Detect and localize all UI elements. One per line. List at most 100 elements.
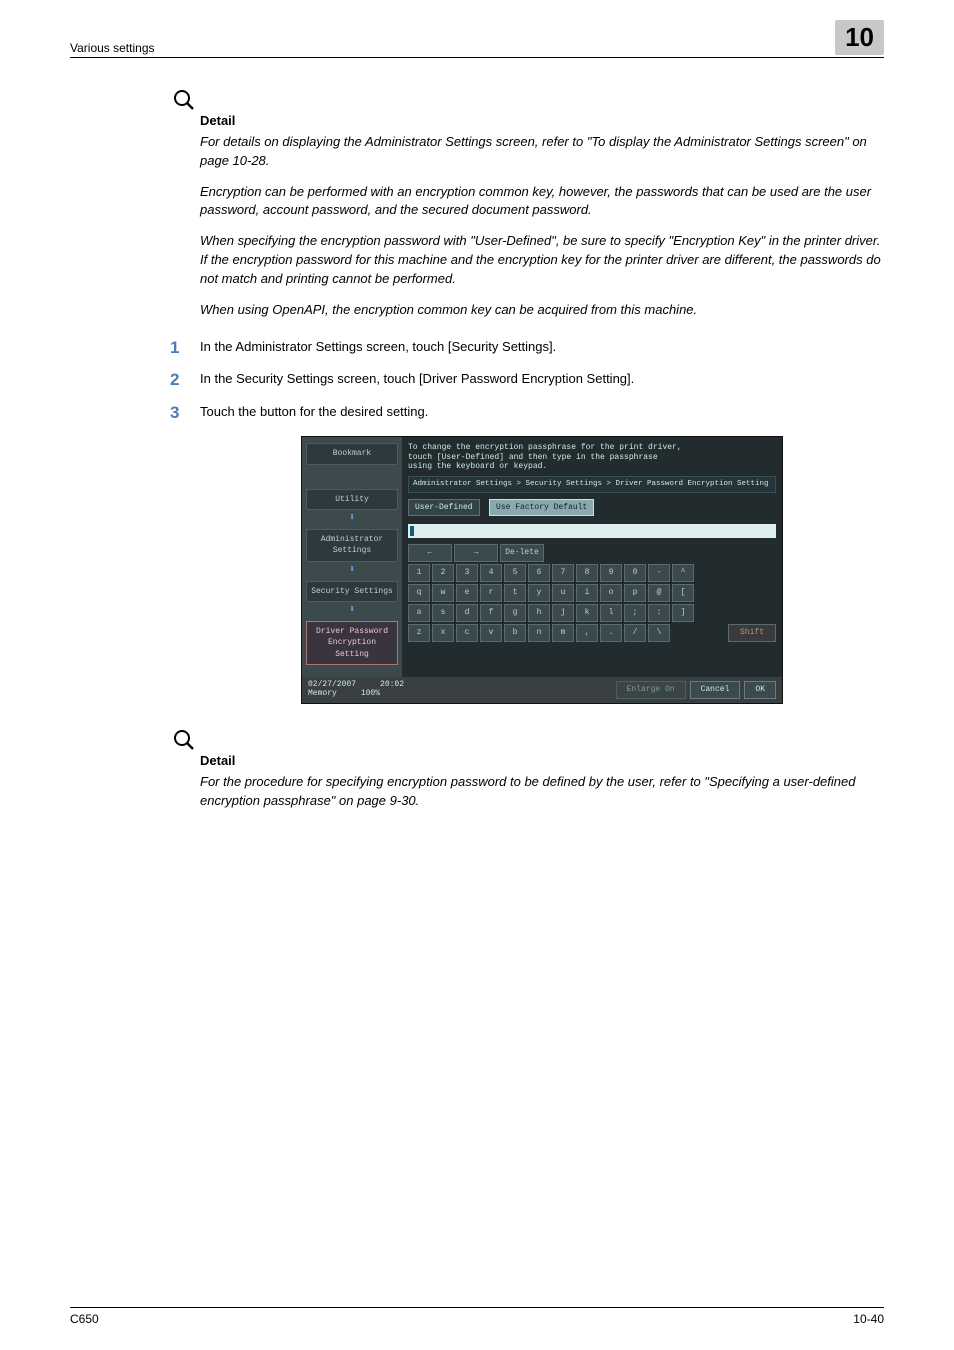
footer-mem-value: 100% bbox=[361, 689, 380, 698]
key-7[interactable]: 7 bbox=[552, 564, 574, 582]
key-3[interactable]: 3 bbox=[456, 564, 478, 582]
down-arrow-icon: ⬇ bbox=[306, 604, 398, 619]
key-s[interactable]: s bbox=[432, 604, 454, 622]
key-:[interactable]: : bbox=[648, 604, 670, 622]
kb-row-1: 1234567890-^ bbox=[408, 564, 776, 582]
step-text: Touch the button for the desired setting… bbox=[200, 404, 428, 419]
kb-row-2: qwertyuiop@[ bbox=[408, 584, 776, 602]
key--[interactable]: - bbox=[648, 564, 670, 582]
arrow-left-key[interactable]: ← bbox=[408, 544, 452, 562]
down-arrow-icon: ⬇ bbox=[306, 512, 398, 527]
detail-block-2: Detail For the procedure for specifying … bbox=[200, 728, 884, 811]
step-number: 1 bbox=[170, 336, 179, 361]
detail-label: Detail bbox=[200, 112, 884, 131]
scr-footer-buttons: Enlarge On Cancel OK bbox=[616, 681, 776, 699]
key-.[interactable]: . bbox=[600, 624, 622, 642]
nav-utility[interactable]: Utility bbox=[306, 489, 398, 511]
key-,[interactable]: , bbox=[576, 624, 598, 642]
key-;[interactable]: ; bbox=[624, 604, 646, 622]
msg-line: touch [User-Defined] and then type in th… bbox=[408, 453, 658, 462]
chapter-number: 10 bbox=[835, 20, 884, 55]
key-x[interactable]: x bbox=[432, 624, 454, 642]
delete-key[interactable]: De-lete bbox=[500, 544, 544, 562]
key-c[interactable]: c bbox=[456, 624, 478, 642]
passphrase-input[interactable] bbox=[408, 524, 776, 538]
key-i[interactable]: i bbox=[576, 584, 598, 602]
key-j[interactable]: j bbox=[552, 604, 574, 622]
detail-icon bbox=[172, 88, 884, 112]
kb-row-3: asdfghjkl;:] bbox=[408, 604, 776, 622]
key-0[interactable]: 0 bbox=[624, 564, 646, 582]
detail2-p1: For the procedure for specifying encrypt… bbox=[200, 773, 884, 811]
msg-line: To change the encryption passphrase for … bbox=[408, 443, 682, 452]
key-q[interactable]: q bbox=[408, 584, 430, 602]
step-number: 3 bbox=[170, 401, 179, 426]
key-/[interactable]: / bbox=[624, 624, 646, 642]
nav-bookmark[interactable]: Bookmark bbox=[306, 443, 398, 465]
detail-icon bbox=[172, 728, 884, 752]
key-@[interactable]: @ bbox=[648, 584, 670, 602]
key-z[interactable]: z bbox=[408, 624, 430, 642]
key-8[interactable]: 8 bbox=[576, 564, 598, 582]
key-4[interactable]: 4 bbox=[480, 564, 502, 582]
page-header: Various settings 10 bbox=[70, 20, 884, 58]
key-][interactable]: ] bbox=[672, 604, 694, 622]
mode-buttons: User-Defined Use Factory Default bbox=[408, 499, 776, 517]
nav-security-settings[interactable]: Security Settings bbox=[306, 581, 398, 603]
key-b[interactable]: b bbox=[504, 624, 526, 642]
footer-page-number: 10-40 bbox=[853, 1312, 884, 1326]
key-e[interactable]: e bbox=[456, 584, 478, 602]
key-g[interactable]: g bbox=[504, 604, 526, 622]
user-defined-button[interactable]: User-Defined bbox=[408, 499, 480, 517]
key-d[interactable]: d bbox=[456, 604, 478, 622]
step-text: In the Administrator Settings screen, to… bbox=[200, 339, 556, 354]
key-f[interactable]: f bbox=[480, 604, 502, 622]
key-^[interactable]: ^ bbox=[672, 564, 694, 582]
key-6[interactable]: 6 bbox=[528, 564, 550, 582]
content: Detail For details on displaying the Adm… bbox=[200, 88, 884, 811]
detail-label: Detail bbox=[200, 752, 884, 771]
key-y[interactable]: y bbox=[528, 584, 550, 602]
key-o[interactable]: o bbox=[600, 584, 622, 602]
arrow-right-key[interactable]: → bbox=[454, 544, 498, 562]
cancel-button[interactable]: Cancel bbox=[690, 681, 741, 699]
key-r[interactable]: r bbox=[480, 584, 502, 602]
ok-button[interactable]: OK bbox=[744, 681, 776, 699]
key-1[interactable]: 1 bbox=[408, 564, 430, 582]
key-n[interactable]: n bbox=[528, 624, 550, 642]
key-w[interactable]: w bbox=[432, 584, 454, 602]
scr-footer: 02/27/2007 20:02 Memory 100% Enlarge On … bbox=[302, 677, 782, 703]
footer-date: 02/27/2007 bbox=[308, 680, 356, 689]
nav-admin-settings[interactable]: Administrator Settings bbox=[306, 529, 398, 562]
embedded-screenshot: Bookmark Utility ⬇ Administrator Setting… bbox=[301, 436, 783, 704]
key-t[interactable]: t bbox=[504, 584, 526, 602]
step-text: In the Security Settings screen, touch [… bbox=[200, 371, 634, 386]
enlarge-button[interactable]: Enlarge On bbox=[616, 681, 686, 699]
key-l[interactable]: l bbox=[600, 604, 622, 622]
use-factory-default-button[interactable]: Use Factory Default bbox=[489, 499, 594, 517]
footer-model: C650 bbox=[70, 1312, 99, 1326]
key-\[interactable]: \ bbox=[648, 624, 670, 642]
scr-body: Bookmark Utility ⬇ Administrator Setting… bbox=[302, 437, 782, 677]
detail1-p3: When specifying the encryption password … bbox=[200, 232, 884, 289]
kb-row-4: zxcvbnm,./\ Shift bbox=[408, 624, 776, 642]
key-k[interactable]: k bbox=[576, 604, 598, 622]
step-3: 3 Touch the button for the desired setti… bbox=[200, 403, 884, 422]
scr-sidebar: Bookmark Utility ⬇ Administrator Setting… bbox=[302, 437, 402, 677]
key-9[interactable]: 9 bbox=[600, 564, 622, 582]
scr-footer-info: 02/27/2007 20:02 Memory 100% bbox=[308, 681, 404, 699]
key-2[interactable]: 2 bbox=[432, 564, 454, 582]
nav-driver-password[interactable]: Driver Password Encryption Setting bbox=[306, 621, 398, 666]
key-v[interactable]: v bbox=[480, 624, 502, 642]
key-[[interactable]: [ bbox=[672, 584, 694, 602]
key-a[interactable]: a bbox=[408, 604, 430, 622]
key-u[interactable]: u bbox=[552, 584, 574, 602]
key-m[interactable]: m bbox=[552, 624, 574, 642]
key-p[interactable]: p bbox=[624, 584, 646, 602]
detail1-p2: Encryption can be performed with an encr… bbox=[200, 183, 884, 221]
step-2: 2 In the Security Settings screen, touch… bbox=[200, 370, 884, 389]
key-h[interactable]: h bbox=[528, 604, 550, 622]
shift-key[interactable]: Shift bbox=[728, 624, 776, 642]
onscreen-keyboard: ← → De-lete 1234567890-^ qwertyuiop@[ as… bbox=[408, 544, 776, 642]
key-5[interactable]: 5 bbox=[504, 564, 526, 582]
